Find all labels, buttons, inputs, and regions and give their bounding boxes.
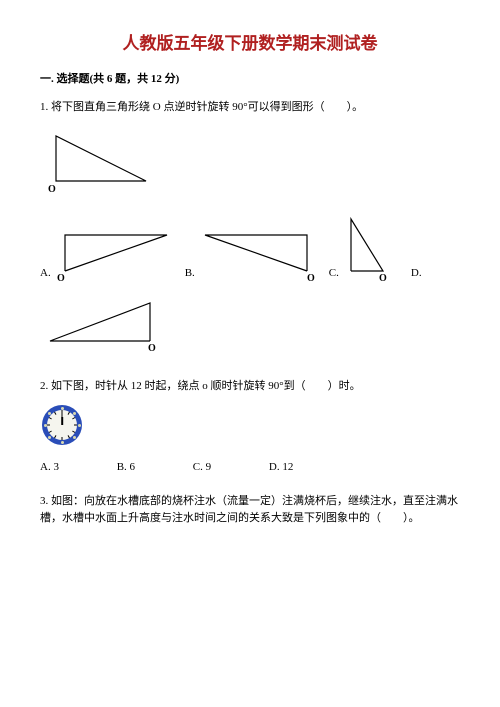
svg-text:O: O: [148, 343, 156, 353]
q2-options-row: A. 3 B. 6 C. 9 D. 12: [40, 459, 460, 477]
clock-ring-dot: [61, 441, 64, 444]
triangle-a-icon: O: [55, 225, 175, 283]
clock-tick: [73, 417, 76, 419]
q2-text: 2. 如下图，时针从 12 时起，绕点 o 顺时针旋转 90°到（ ）时。: [40, 378, 460, 396]
q1-text: 1. 将下图直角三角形绕 O 点逆时针旋转 90°可以得到图形（ ）。: [40, 99, 460, 117]
clock-tick: [54, 412, 56, 415]
clock-tick: [54, 436, 56, 439]
svg-text:O: O: [57, 273, 65, 283]
q1-options-row: A. O B. O C. O D.: [40, 215, 460, 283]
clock-ring-dot: [44, 424, 47, 427]
opt-a-label: A.: [40, 265, 51, 283]
clock-minute-hand: [62, 413, 63, 425]
svg-text:O: O: [48, 184, 56, 194]
clock-icon: [42, 405, 82, 445]
svg-text:O: O: [307, 273, 315, 283]
q1-option-c[interactable]: C. O: [329, 215, 393, 283]
clock-tick: [75, 425, 78, 426]
triangle-c-icon: O: [343, 215, 393, 283]
q1-main-figure: O: [46, 126, 460, 201]
q3-text: 3. 如图：向放在水槽底部的烧杯注水（流量一定）注满烧杯后，继续注水，直至注满水…: [40, 493, 460, 528]
q2-option-c[interactable]: C. 9: [193, 459, 211, 477]
opt-b-label: B.: [185, 265, 195, 283]
triangle-d-icon: O: [40, 295, 165, 353]
clock-tick: [49, 431, 52, 433]
clock-tick: [73, 431, 76, 433]
clock-tick: [47, 425, 50, 426]
clock-ring-dot: [78, 424, 81, 427]
clock-tick: [68, 436, 70, 439]
q2-option-a[interactable]: A. 3: [40, 459, 59, 477]
clock-tick: [62, 438, 63, 441]
q2-option-b[interactable]: B. 6: [117, 459, 135, 477]
clock-tick: [68, 412, 70, 415]
section-header: 一. 选择题(共 6 题，共 12 分): [40, 71, 460, 89]
svg-text:O: O: [379, 273, 387, 283]
clock-tick: [62, 410, 63, 413]
q1-option-d[interactable]: O: [40, 295, 460, 360]
triangle-b-icon: O: [199, 225, 319, 283]
opt-c-label: C.: [329, 265, 339, 283]
q1-option-b[interactable]: B. O: [185, 225, 319, 283]
clock-tick: [49, 417, 52, 419]
triangle-main-icon: O: [46, 126, 156, 194]
q1-option-a[interactable]: A. O: [40, 225, 175, 283]
clock-ring-dot: [73, 436, 76, 439]
q2-clock-figure: [42, 405, 460, 445]
clock-ring-dot: [61, 407, 64, 410]
opt-d-label-inline: D.: [411, 265, 422, 283]
clock-ring-dot: [73, 412, 76, 415]
page-title: 人教版五年级下册数学期末测试卷: [40, 30, 460, 57]
q2-option-d[interactable]: D. 12: [269, 459, 293, 477]
